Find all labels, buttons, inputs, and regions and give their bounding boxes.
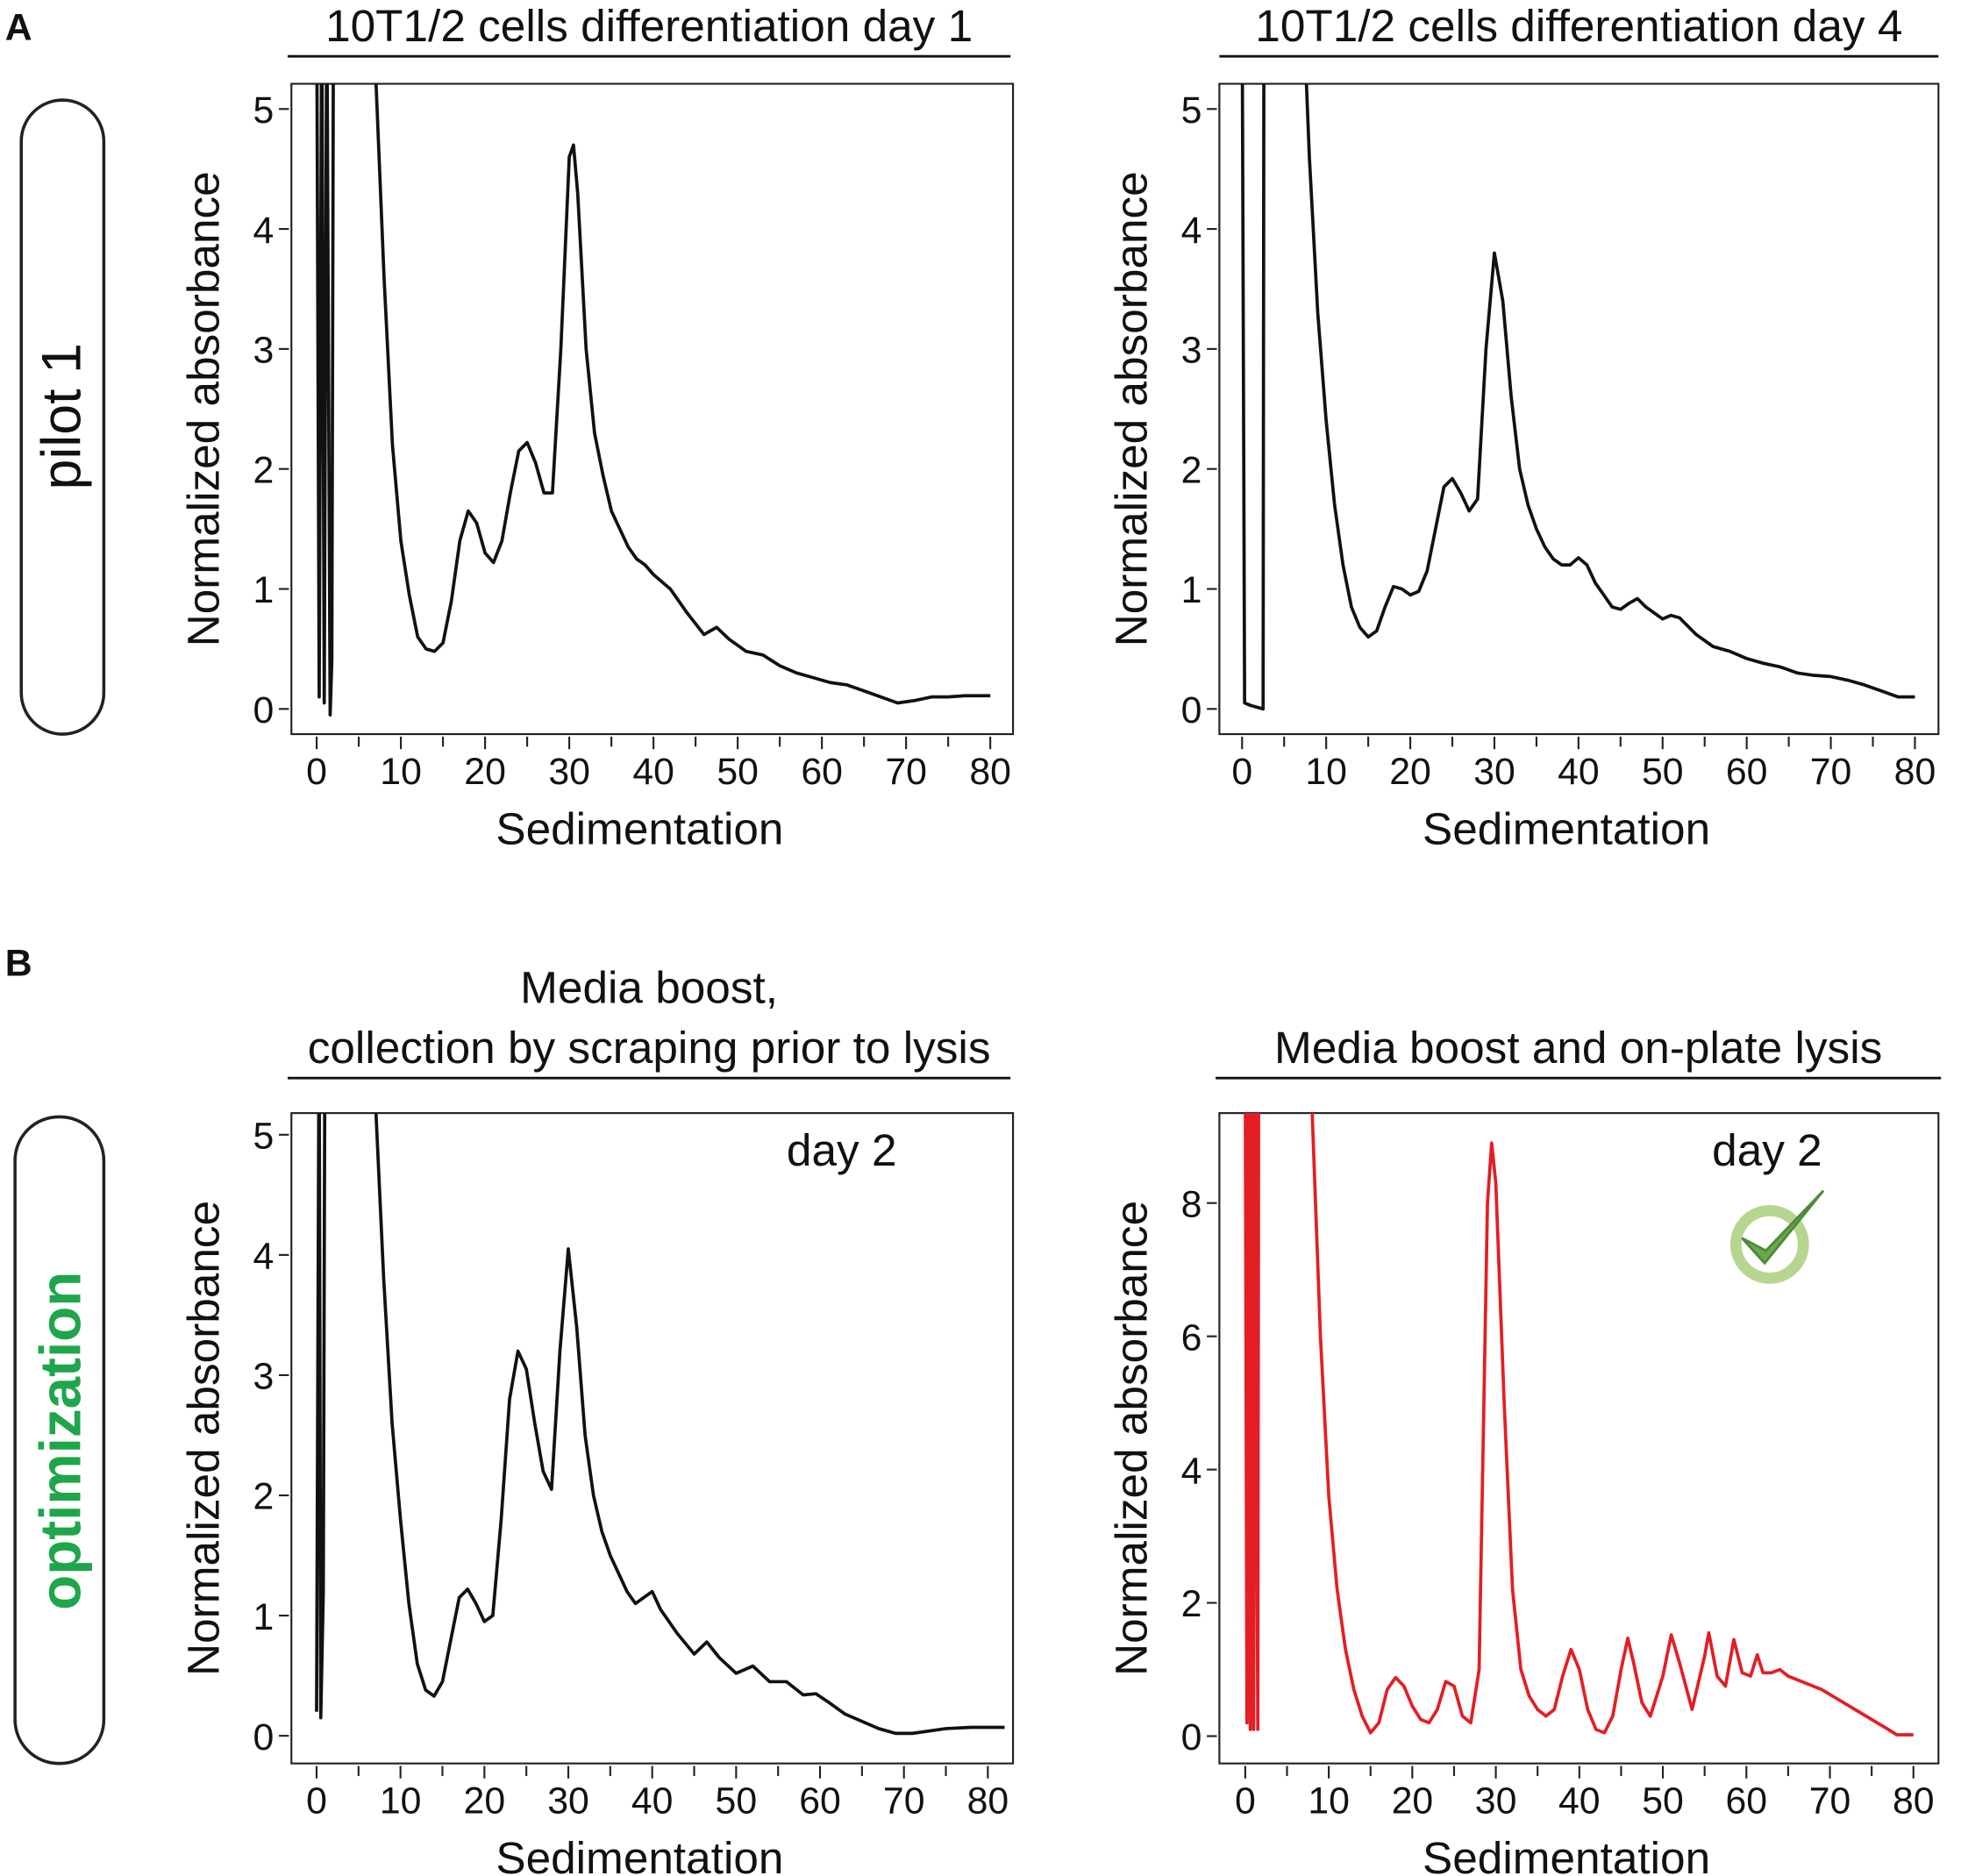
y-tick-label: 0 bbox=[253, 689, 275, 731]
x-tick-label: 70 bbox=[883, 1780, 925, 1823]
x-tick-label: 60 bbox=[801, 751, 843, 793]
y-axis-label: Normalized absorbance bbox=[1107, 1201, 1157, 1676]
y-tick-label: 0 bbox=[253, 1716, 275, 1758]
plot-frame bbox=[1218, 82, 1940, 736]
row-frame bbox=[19, 98, 106, 736]
y-tick-label: 3 bbox=[1181, 330, 1202, 372]
y-tick-label: 3 bbox=[253, 330, 275, 372]
x-tick-label: 50 bbox=[1642, 751, 1684, 793]
x-tick-label: 30 bbox=[1473, 751, 1515, 793]
y-tick-label: 4 bbox=[253, 210, 275, 252]
x-tick-label: 30 bbox=[1475, 1780, 1517, 1823]
x-tick-label: 70 bbox=[885, 751, 927, 793]
y-tick-label: 1 bbox=[253, 1596, 275, 1638]
chart-title: 10T1/2 cells differentiation day 4 bbox=[1255, 1, 1902, 51]
x-tick-label: 70 bbox=[1810, 751, 1852, 793]
x-tick-label: 60 bbox=[799, 1780, 841, 1823]
y-tick-label: 0 bbox=[1181, 1716, 1202, 1758]
data-line bbox=[1244, 1113, 1914, 1737]
x-tick-label: 80 bbox=[1893, 1780, 1935, 1823]
x-tick-label: 10 bbox=[1305, 751, 1347, 793]
x-tick-label: 20 bbox=[464, 1780, 506, 1823]
x-tick-label: 0 bbox=[1231, 751, 1252, 793]
x-tick-label: 30 bbox=[548, 751, 590, 793]
x-tick-label: 20 bbox=[1389, 751, 1431, 793]
y-tick-label: 2 bbox=[1181, 449, 1202, 491]
x-tick-label: 0 bbox=[306, 751, 327, 793]
y-tick-label: 6 bbox=[1181, 1316, 1202, 1359]
row-label: pilot 1 bbox=[31, 343, 92, 489]
x-axis-label: Sedimentation bbox=[1423, 804, 1710, 854]
check-icon bbox=[1729, 1189, 1825, 1284]
x-axis-label: Sedimentation bbox=[496, 804, 783, 854]
data-line bbox=[315, 83, 991, 717]
y-tick-label: 2 bbox=[253, 1476, 275, 1518]
data-line bbox=[315, 1113, 1005, 1736]
y-tick-label: 8 bbox=[1181, 1183, 1202, 1225]
x-tick-label: 10 bbox=[1308, 1780, 1350, 1823]
row-frame bbox=[13, 1115, 106, 1765]
y-tick-label: 0 bbox=[1181, 689, 1202, 731]
y-tick-label: 1 bbox=[253, 569, 275, 611]
y-tick-label: 4 bbox=[253, 1236, 275, 1278]
x-tick-label: 50 bbox=[716, 1780, 758, 1823]
x-tick-label: 70 bbox=[1809, 1780, 1851, 1823]
y-tick-label: 2 bbox=[253, 449, 275, 491]
x-tick-label: 50 bbox=[717, 751, 759, 793]
panel-label: B bbox=[5, 942, 32, 984]
x-tick-label: 20 bbox=[464, 751, 506, 793]
x-tick-label: 40 bbox=[632, 751, 674, 793]
y-tick-label: 5 bbox=[253, 1115, 275, 1157]
y-axis-label: Normalized absorbance bbox=[179, 1201, 229, 1676]
x-tick-label: 80 bbox=[969, 751, 1011, 793]
y-tick-label: 4 bbox=[1181, 1450, 1202, 1492]
x-axis-label: Sedimentation bbox=[1423, 1833, 1710, 1876]
x-tick-label: 80 bbox=[1894, 751, 1936, 793]
y-tick-label: 3 bbox=[253, 1356, 275, 1398]
chart-title: 10T1/2 cells differentiation day 1 bbox=[325, 1, 973, 51]
chart-title: Media boost and on-plate lysis bbox=[1274, 1023, 1882, 1073]
y-axis-label: Normalized absorbance bbox=[1107, 171, 1157, 646]
x-tick-label: 40 bbox=[631, 1780, 674, 1823]
x-tick-label: 20 bbox=[1392, 1780, 1434, 1823]
x-tick-label: 30 bbox=[547, 1780, 589, 1823]
y-tick-label: 4 bbox=[1181, 210, 1202, 252]
annotation: day 2 bbox=[787, 1125, 897, 1175]
x-tick-label: 60 bbox=[1726, 751, 1768, 793]
row-label: optimization bbox=[28, 1272, 92, 1610]
plot-frame bbox=[290, 82, 1015, 736]
x-tick-label: 80 bbox=[967, 1780, 1009, 1823]
panel-label: A bbox=[5, 7, 32, 49]
y-tick-label: 1 bbox=[1181, 569, 1202, 611]
x-tick-label: 0 bbox=[306, 1780, 327, 1823]
x-tick-label: 0 bbox=[1235, 1780, 1256, 1823]
x-tick-label: 50 bbox=[1642, 1780, 1684, 1823]
y-axis-label: Normalized absorbance bbox=[179, 171, 229, 646]
plot-frame bbox=[1218, 1112, 1940, 1765]
data-line bbox=[1240, 83, 1915, 711]
x-tick-label: 60 bbox=[1725, 1780, 1767, 1823]
x-tick-label: 10 bbox=[380, 751, 422, 793]
plot-frame bbox=[290, 1112, 1015, 1765]
y-tick-label: 5 bbox=[253, 89, 275, 132]
annotation: day 2 bbox=[1712, 1125, 1822, 1175]
x-tick-label: 40 bbox=[1558, 1780, 1601, 1823]
x-axis-label: Sedimentation bbox=[496, 1833, 783, 1876]
y-tick-label: 5 bbox=[1181, 89, 1202, 132]
chart-title: collection by scraping prior to lysis bbox=[308, 1023, 991, 1073]
x-tick-label: 10 bbox=[380, 1780, 422, 1823]
chart-title: Media boost, bbox=[520, 963, 778, 1013]
y-tick-label: 2 bbox=[1181, 1583, 1202, 1625]
x-tick-label: 40 bbox=[1558, 751, 1600, 793]
